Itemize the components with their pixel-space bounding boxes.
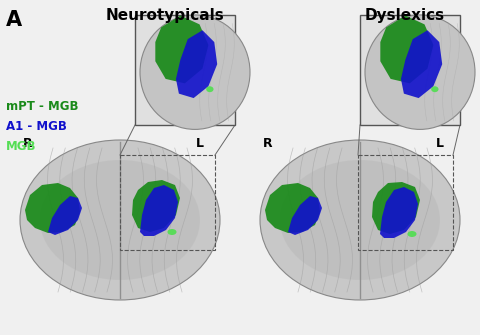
Text: MGB: MGB xyxy=(6,140,36,153)
Text: R: R xyxy=(23,137,33,150)
Ellipse shape xyxy=(206,86,214,92)
Polygon shape xyxy=(176,30,217,98)
Polygon shape xyxy=(288,196,322,235)
Ellipse shape xyxy=(140,15,250,129)
Ellipse shape xyxy=(408,231,417,237)
Bar xyxy=(358,155,453,250)
Polygon shape xyxy=(372,182,420,234)
Ellipse shape xyxy=(260,140,460,300)
Polygon shape xyxy=(401,30,442,98)
Text: R: R xyxy=(263,137,273,150)
Text: Dyslexics: Dyslexics xyxy=(365,8,445,23)
Bar xyxy=(360,15,460,125)
Ellipse shape xyxy=(168,229,177,235)
Text: L: L xyxy=(436,137,444,150)
Ellipse shape xyxy=(20,140,220,300)
Bar xyxy=(135,15,235,125)
Text: A1 - MGB: A1 - MGB xyxy=(6,120,67,133)
Polygon shape xyxy=(380,15,433,83)
Polygon shape xyxy=(132,180,180,232)
Text: L: L xyxy=(196,137,204,150)
Polygon shape xyxy=(265,183,320,233)
Polygon shape xyxy=(156,15,208,83)
Polygon shape xyxy=(48,196,82,235)
Bar xyxy=(120,155,215,250)
Polygon shape xyxy=(380,187,418,238)
Polygon shape xyxy=(25,183,80,233)
Ellipse shape xyxy=(431,86,439,92)
Ellipse shape xyxy=(280,160,440,280)
Polygon shape xyxy=(140,185,178,236)
Ellipse shape xyxy=(40,160,200,280)
Text: mPT - MGB: mPT - MGB xyxy=(6,100,79,113)
Ellipse shape xyxy=(365,15,475,129)
Text: A: A xyxy=(6,10,22,30)
Text: Neurotypicals: Neurotypicals xyxy=(106,8,224,23)
